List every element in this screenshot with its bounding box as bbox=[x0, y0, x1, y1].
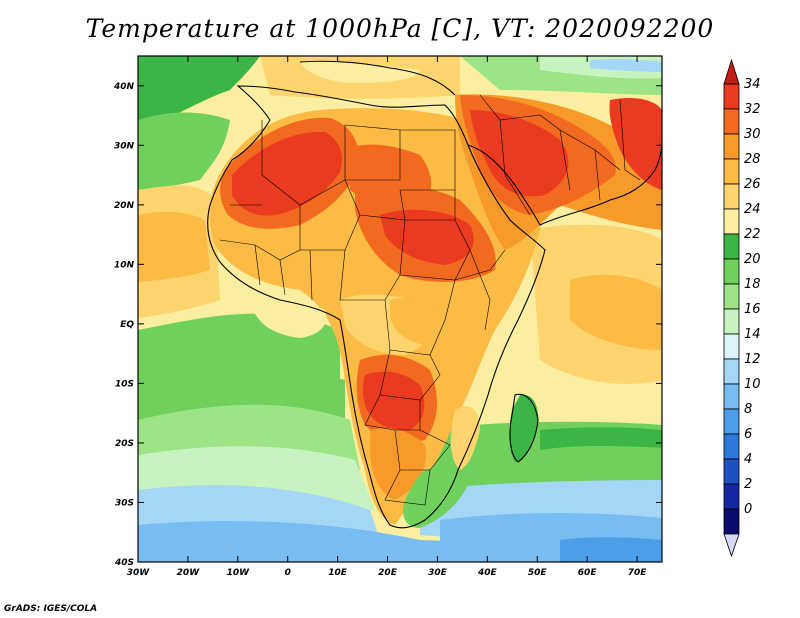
country-borders bbox=[219, 94, 641, 506]
plot-border bbox=[137, 55, 663, 563]
colorbar-label: 30 bbox=[744, 127, 761, 142]
x-tick-label: 50E bbox=[528, 568, 548, 578]
y-tick-label: 30N bbox=[114, 141, 135, 151]
colorbar-swatch bbox=[723, 258, 740, 285]
colorbar-swatch bbox=[723, 508, 740, 535]
y-tick-label: EQ bbox=[120, 320, 134, 330]
colorbar-label: 18 bbox=[744, 277, 761, 292]
colorbar-over-arrow bbox=[723, 58, 740, 85]
colorbar-label: 22 bbox=[744, 227, 761, 242]
colorbar-swatch bbox=[723, 408, 740, 435]
x-tick-label: 20E bbox=[378, 568, 398, 578]
colorbar-label: 32 bbox=[744, 102, 761, 117]
y-tick-label: 20N bbox=[114, 201, 135, 211]
colorbar-swatch bbox=[723, 333, 740, 360]
x-tick-label: 10E bbox=[328, 568, 348, 578]
y-tick-label: 10S bbox=[115, 379, 134, 389]
y-tick-label: 40S bbox=[114, 558, 134, 568]
colorbar-label: 16 bbox=[744, 302, 761, 317]
colorbar-swatch bbox=[723, 308, 740, 335]
colorbar-label: 26 bbox=[744, 177, 761, 192]
x-tick-label: 20W bbox=[177, 568, 201, 578]
x-tick-label: 0 bbox=[285, 568, 291, 578]
colorbar-label: 14 bbox=[744, 327, 761, 342]
x-tick-label: 30E bbox=[428, 568, 448, 578]
colorbar-label: 2 bbox=[744, 477, 752, 492]
colorbar-swatch bbox=[723, 208, 740, 235]
x-tick-label: 40E bbox=[477, 568, 498, 578]
y-axis-ticks: 40N 30N 20N 10N EQ 10S 20S 30S 40S bbox=[113, 82, 662, 568]
colorbar-label: 10 bbox=[744, 377, 761, 392]
x-tick-label: 70E bbox=[628, 568, 648, 578]
colorbar-swatch bbox=[723, 108, 740, 135]
colorbar-swatch bbox=[723, 133, 740, 160]
colorbar-label: 0 bbox=[744, 502, 752, 517]
colorbar-swatch bbox=[723, 283, 740, 310]
coastlines bbox=[207, 60, 663, 529]
colorbar-swatch bbox=[723, 83, 740, 110]
colorbar-swatch bbox=[723, 458, 740, 485]
colorbar-label: 34 bbox=[744, 77, 761, 92]
colorbar-swatch bbox=[723, 383, 740, 410]
colorbar-swatch bbox=[723, 158, 740, 185]
y-tick-label: 20S bbox=[115, 439, 134, 449]
map-title: Temperature at 1000hPa [C], VT: 20200922… bbox=[85, 14, 715, 43]
colorbar-under-arrow bbox=[723, 533, 740, 558]
colorbar-label: 24 bbox=[744, 202, 761, 217]
colorbar-label: 12 bbox=[744, 352, 761, 367]
colorbar-label: 8 bbox=[744, 402, 752, 417]
x-axis-ticks: 30W 20W 10W 0 10E 20E 30E 40E 50E 60E 70E bbox=[127, 56, 647, 578]
colorbar-label: 4 bbox=[744, 452, 752, 467]
grads-credit: GrADS: IGES/COLA bbox=[4, 604, 98, 614]
colorbar-swatch bbox=[723, 433, 740, 460]
colorbar-swatch bbox=[723, 358, 740, 385]
y-tick-label: 10N bbox=[114, 260, 135, 270]
colorbar-label: 6 bbox=[744, 427, 752, 442]
temperature-field bbox=[138, 56, 662, 562]
x-tick-label: 30W bbox=[127, 568, 151, 578]
colorbar-label: 20 bbox=[744, 252, 761, 267]
y-tick-label: 40N bbox=[113, 82, 135, 92]
colorbar-label: 28 bbox=[744, 152, 761, 167]
colorbar-swatch bbox=[723, 183, 740, 210]
x-tick-label: 60E bbox=[578, 568, 598, 578]
colorbar-swatch bbox=[723, 483, 740, 510]
colorbar-swatch bbox=[723, 233, 740, 260]
x-tick-label: 10W bbox=[227, 568, 251, 578]
y-tick-label: 30S bbox=[115, 498, 134, 508]
